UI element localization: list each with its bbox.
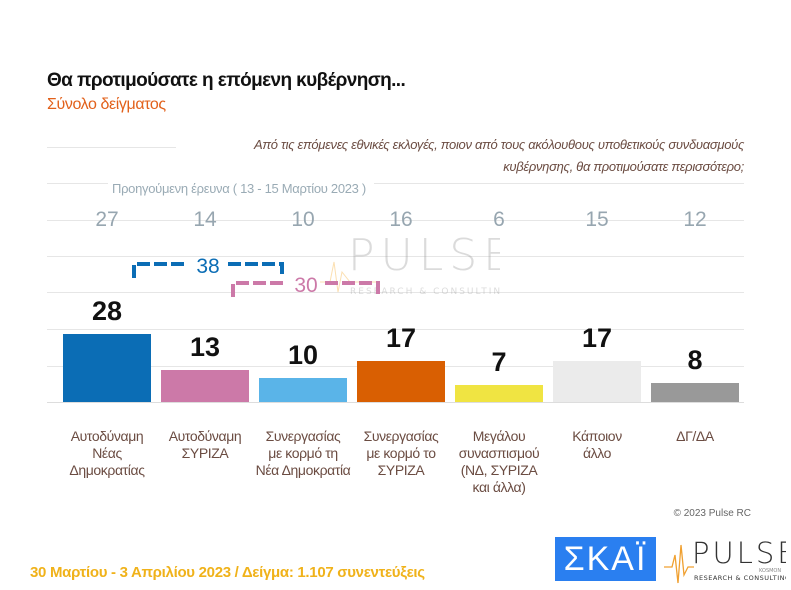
data-label: 17 [385, 322, 417, 353]
svg-text:PULSE: PULSE [692, 536, 786, 570]
baseline [47, 402, 744, 403]
question-text: Από τις επόμενες εθνικές εκλογές, ποιον … [176, 134, 744, 178]
chart-title: Θα προτιμούσατε η επόμενη κυβέρνηση... [47, 70, 406, 91]
previous-value: 16 [389, 208, 413, 231]
data-label: 28 [91, 295, 123, 326]
gridline [47, 329, 744, 330]
category-label: Αυτοδύναμη ΣΥΡΙΖΑ [168, 428, 242, 461]
bar [455, 384, 543, 402]
category-label: ΔΓ/ΔΑ [676, 428, 714, 444]
bracket-syriza-coalition [231, 281, 380, 297]
data-label: 10 [287, 339, 319, 370]
skai-logo: ΣΚΑΪ [555, 537, 656, 581]
category-label: Συνεργασίας με κορμό το ΣΥΡΙΖΑ [363, 428, 439, 478]
bar [161, 370, 249, 402]
bracket-syriza-value: 30 [294, 274, 317, 297]
data-label: 8 [687, 344, 703, 375]
svg-text:RESEARCH & CONSULTING: RESEARCH & CONSULTING [694, 574, 786, 582]
previous-value: 10 [291, 208, 315, 231]
category-label: Αυτοδύναμη Νέας Δημοκρατίας [69, 428, 145, 478]
previous-value: 6 [493, 208, 505, 231]
bar [259, 377, 347, 402]
previous-value: 15 [585, 208, 609, 231]
pulse-watermark: PULSE RESEARCH & CONSULTING [320, 232, 500, 297]
previous-survey-label: Προηγούμενη έρευνα ( 13 - 15 Μαρτίου 202… [108, 181, 374, 196]
bar [63, 333, 151, 402]
gridline [47, 256, 744, 257]
svg-text:RESEARCH & CONSULTING: RESEARCH & CONSULTING [350, 287, 500, 297]
bar [553, 360, 641, 402]
copyright: © 2023 Pulse RC [673, 508, 751, 519]
previous-value: 12 [683, 208, 707, 231]
svg-text:KOSMON: KOSMON [759, 568, 781, 574]
previous-value: 27 [95, 208, 119, 231]
gridline [47, 220, 744, 221]
gridline [47, 183, 744, 184]
bar [651, 382, 739, 402]
footer-dates-sample: 30 Μαρτίου - 3 Απριλίου 2023 / Δείγμα: 1… [30, 564, 425, 581]
bar [357, 360, 445, 402]
category-label: Κάποιον άλλο [572, 428, 622, 461]
category-label: Μεγάλου συνασπισμού (ΝΔ, ΣΥΡΙΖΑ και άλλα) [458, 428, 540, 495]
gridline [47, 292, 744, 293]
previous-value: 14 [193, 208, 217, 231]
data-label: 7 [491, 346, 507, 377]
svg-text:PULSE: PULSE [348, 232, 500, 281]
bracket-nd-coalition [132, 262, 284, 278]
category-label: Συνεργασίας με κορμό τη Νέα Δημοκρατία [255, 428, 351, 478]
data-label: 17 [581, 322, 613, 353]
bracket-nd-value: 38 [196, 255, 219, 278]
pulse-logo: PULSE KOSMON RESEARCH & CONSULTING [664, 536, 786, 584]
data-label: 13 [189, 332, 221, 363]
chart-subtitle: Σύνολο δείγματος [47, 96, 166, 113]
